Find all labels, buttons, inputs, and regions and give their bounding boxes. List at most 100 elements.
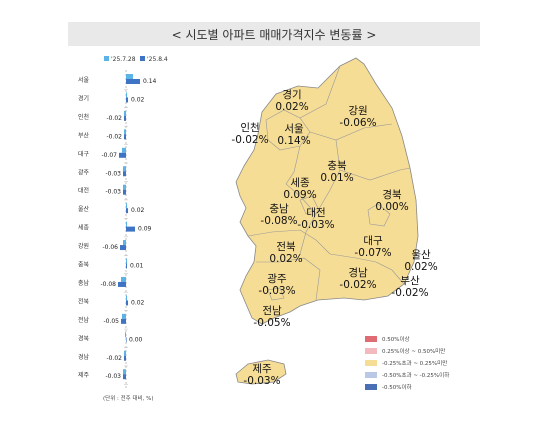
data-label: 0.02	[131, 299, 145, 306]
chart-title-text: < 시도별 아파트 매매가격지수 변동률 >	[171, 27, 377, 42]
bar	[121, 318, 126, 324]
region-value: -0.02%	[339, 279, 376, 291]
region-value: -0.05%	[253, 317, 290, 329]
mainland-shape	[235, 57, 419, 325]
bar	[124, 355, 126, 361]
map-legend-label: -0.50%이하	[382, 384, 412, 391]
bar	[120, 245, 126, 251]
bar	[126, 208, 128, 214]
region-value: -0.06%	[339, 117, 376, 129]
region-name: 대전	[306, 207, 325, 219]
category-label: 울산	[78, 205, 90, 213]
region-name: 경기	[282, 88, 301, 101]
category-label: 인천	[78, 113, 89, 121]
border-east-central	[309, 123, 393, 141]
region-value: -0.02%	[391, 287, 428, 299]
region-name: 대구	[363, 235, 383, 247]
category-label: 부산	[78, 131, 90, 139]
category-label: 광주	[78, 169, 90, 176]
bar	[123, 171, 126, 177]
legend-label: '25.8.4	[147, 56, 168, 63]
bar	[124, 110, 126, 116]
bar	[126, 263, 127, 269]
region-value: 0.02%	[269, 253, 302, 265]
category-label: 세종	[78, 224, 90, 232]
category-label: 전북	[78, 297, 90, 305]
bar	[126, 226, 135, 232]
data-label: -0.07	[101, 152, 117, 159]
region-value: 0.02%	[404, 261, 437, 273]
map-legend-item: -0.50%이하	[365, 382, 449, 391]
data-label: 0.02	[131, 96, 145, 103]
bar	[126, 92, 127, 98]
region-name: 충북	[327, 160, 347, 172]
data-label: -0.03	[105, 373, 121, 380]
region-value: -0.07%	[354, 247, 391, 259]
border-gwangju	[267, 287, 285, 301]
category-label: 충북	[78, 261, 90, 269]
region-value: -0.08%	[260, 215, 297, 227]
map-legend-swatch	[365, 335, 377, 342]
bar	[119, 152, 126, 158]
category-label: 제주	[78, 371, 90, 379]
border-north-central	[299, 65, 341, 119]
bar	[124, 350, 126, 356]
bar	[126, 295, 127, 301]
category-label: 대전	[78, 187, 89, 195]
border-chungnam	[285, 145, 317, 215]
bar	[124, 115, 126, 121]
region-name: 서울	[284, 123, 304, 135]
data-label: -0.02	[106, 133, 122, 140]
border-daejeon	[299, 195, 319, 215]
bar	[122, 147, 126, 153]
data-label: 0.00	[129, 336, 143, 343]
data-label: -0.02	[106, 115, 122, 122]
region-name: 전남	[262, 305, 282, 317]
bar	[121, 276, 126, 282]
border-south-west	[256, 257, 321, 301]
region-value: -0.02%	[231, 134, 268, 146]
data-label: -0.06	[102, 244, 118, 251]
region-name: 인천	[240, 122, 259, 134]
border-chungbuk	[299, 139, 341, 255]
map-legend-label: 0.50%이상	[382, 336, 410, 343]
map-legend: 0.50%이상 0.25%이상 ~ 0.50%미만 -0.25%초과 ~ 0.25%…	[365, 334, 449, 394]
bar	[126, 79, 140, 84]
bar	[122, 313, 126, 319]
region-name: 충남	[269, 203, 289, 215]
legend-swatch	[104, 56, 109, 61]
data-label: -0.05	[103, 318, 119, 325]
legend-label: '25.7.28	[111, 56, 136, 63]
bar	[123, 166, 126, 172]
region-value: -0.03%	[258, 285, 295, 297]
data-label: 0.09	[138, 226, 152, 233]
bar	[126, 203, 127, 209]
map-legend-swatch	[365, 371, 377, 378]
bar	[126, 97, 128, 103]
data-label: -0.02	[106, 355, 122, 362]
bar	[126, 221, 127, 227]
bar	[123, 240, 126, 246]
bar	[118, 281, 126, 287]
region-name: 경북	[382, 188, 402, 201]
map-legend-swatch	[365, 383, 377, 390]
data-label: 0.14	[143, 78, 157, 85]
bar	[123, 374, 126, 380]
region-name: 강원	[348, 105, 367, 117]
region-name: 울산	[411, 249, 431, 261]
bar	[126, 258, 127, 264]
map-legend-label: -0.50%초과 ~ -0.25%이하	[382, 372, 450, 379]
category-label: 강원	[78, 242, 89, 250]
border-gyeongnam	[329, 253, 405, 285]
jeju-shape	[235, 359, 287, 385]
category-label: 경남	[78, 353, 90, 361]
region-value: 0.01%	[320, 172, 353, 184]
border-jeonbuk	[247, 229, 331, 255]
border-gyeongbuk	[339, 167, 411, 181]
region-name: 제주	[252, 363, 272, 375]
bar	[123, 189, 126, 195]
border-daegu	[367, 203, 391, 227]
border-seoul-gyeonggi	[265, 109, 311, 151]
chart-title: < 시도별 아파트 매매가격지수 변동률 >	[68, 22, 480, 46]
region-value: 0.02%	[275, 101, 308, 113]
